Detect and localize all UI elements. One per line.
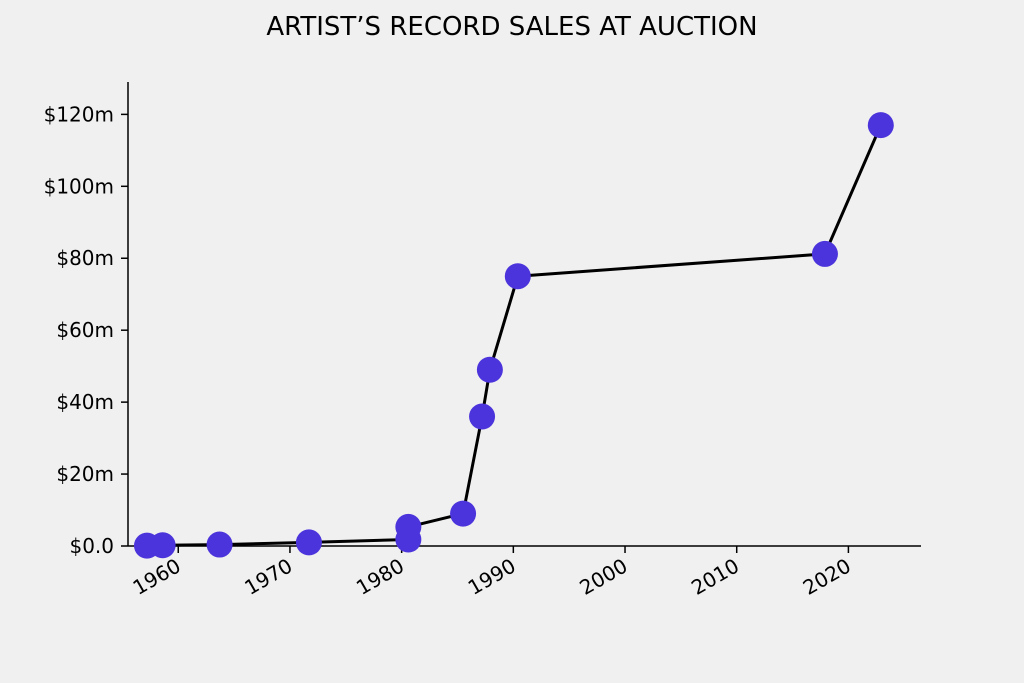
x-tick-label: 1960 bbox=[129, 554, 185, 600]
y-tick-label: $100m bbox=[44, 174, 114, 198]
x-tick-label: 1990 bbox=[464, 554, 520, 600]
data-point bbox=[476, 356, 503, 383]
y-tick-label: $80m bbox=[56, 246, 114, 270]
series-line bbox=[146, 124, 883, 548]
x-tick-label: 1980 bbox=[352, 554, 408, 600]
data-point bbox=[469, 403, 496, 430]
data-point bbox=[295, 529, 322, 556]
data-point bbox=[149, 532, 176, 559]
data-point bbox=[811, 240, 838, 267]
data-point bbox=[867, 112, 894, 139]
x-tick-label: 2010 bbox=[687, 554, 743, 600]
x-tick-label: 2000 bbox=[575, 554, 631, 600]
data-point bbox=[206, 531, 233, 558]
y-tick-label: $20m bbox=[56, 462, 114, 486]
y-tick-label: $120m bbox=[44, 102, 114, 126]
data-point bbox=[395, 513, 422, 540]
y-tick-label: $0.0 bbox=[69, 534, 114, 558]
x-tick-label: 2020 bbox=[799, 554, 855, 600]
data-point bbox=[504, 263, 531, 290]
x-tick-label: 1970 bbox=[240, 554, 296, 600]
y-tick-label: $40m bbox=[56, 390, 114, 414]
chart-title: ARTIST’S RECORD SALES AT AUCTION bbox=[266, 12, 757, 42]
data-point bbox=[450, 500, 477, 527]
y-tick-label: $60m bbox=[56, 318, 114, 342]
plot-area: $0.0 $20m $40m $60m $80m $100m $120m 1960 1970 19… bbox=[44, 82, 921, 600]
